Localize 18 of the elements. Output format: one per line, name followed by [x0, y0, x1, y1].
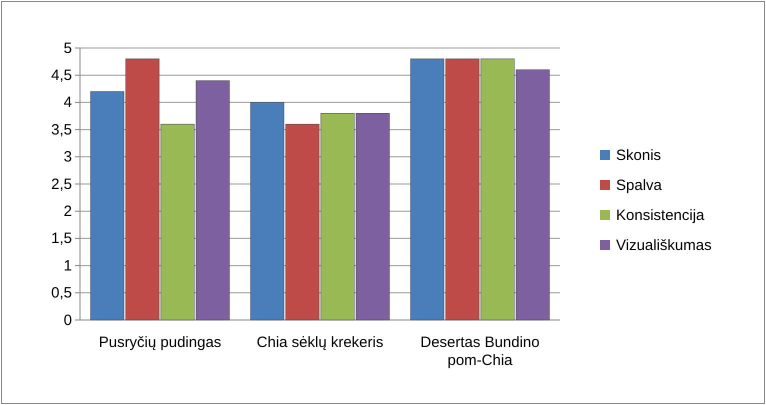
legend-label: Spalva	[616, 177, 663, 194]
y-tick-label: 3	[64, 148, 72, 166]
x-tick-label: Pusryčių pudingas	[98, 334, 222, 351]
y-tick-label: 4	[64, 94, 72, 112]
y-tick-label: 2	[64, 203, 72, 220]
y-tick-label: 0	[64, 312, 72, 329]
y-tick-label: 4,5	[51, 67, 72, 84]
y-tick-label: 2,5	[51, 176, 72, 193]
x-tick-label: Chia sėklų krekeris	[256, 334, 384, 351]
y-tick-label: 1	[64, 257, 72, 274]
legend-label: Vizuališkumas	[616, 237, 712, 254]
y-tick-label: 1,5	[51, 230, 72, 248]
y-tick-label: 0,5	[51, 284, 72, 302]
y-tick-label: 3,5	[51, 121, 72, 138]
legend-label: Konsistencija	[616, 207, 706, 224]
legend-label: Skonis	[616, 147, 662, 164]
y-tick-label: 5	[64, 40, 72, 57]
x-tick-label: Desertas Bundino pom-Chia	[420, 334, 540, 369]
